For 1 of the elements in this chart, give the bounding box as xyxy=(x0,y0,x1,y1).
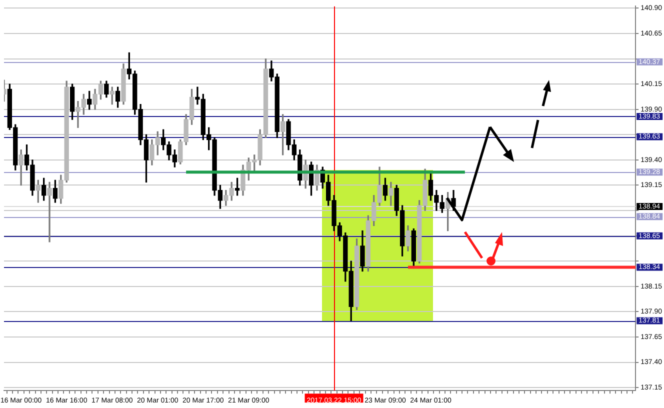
candlestick xyxy=(47,182,52,242)
